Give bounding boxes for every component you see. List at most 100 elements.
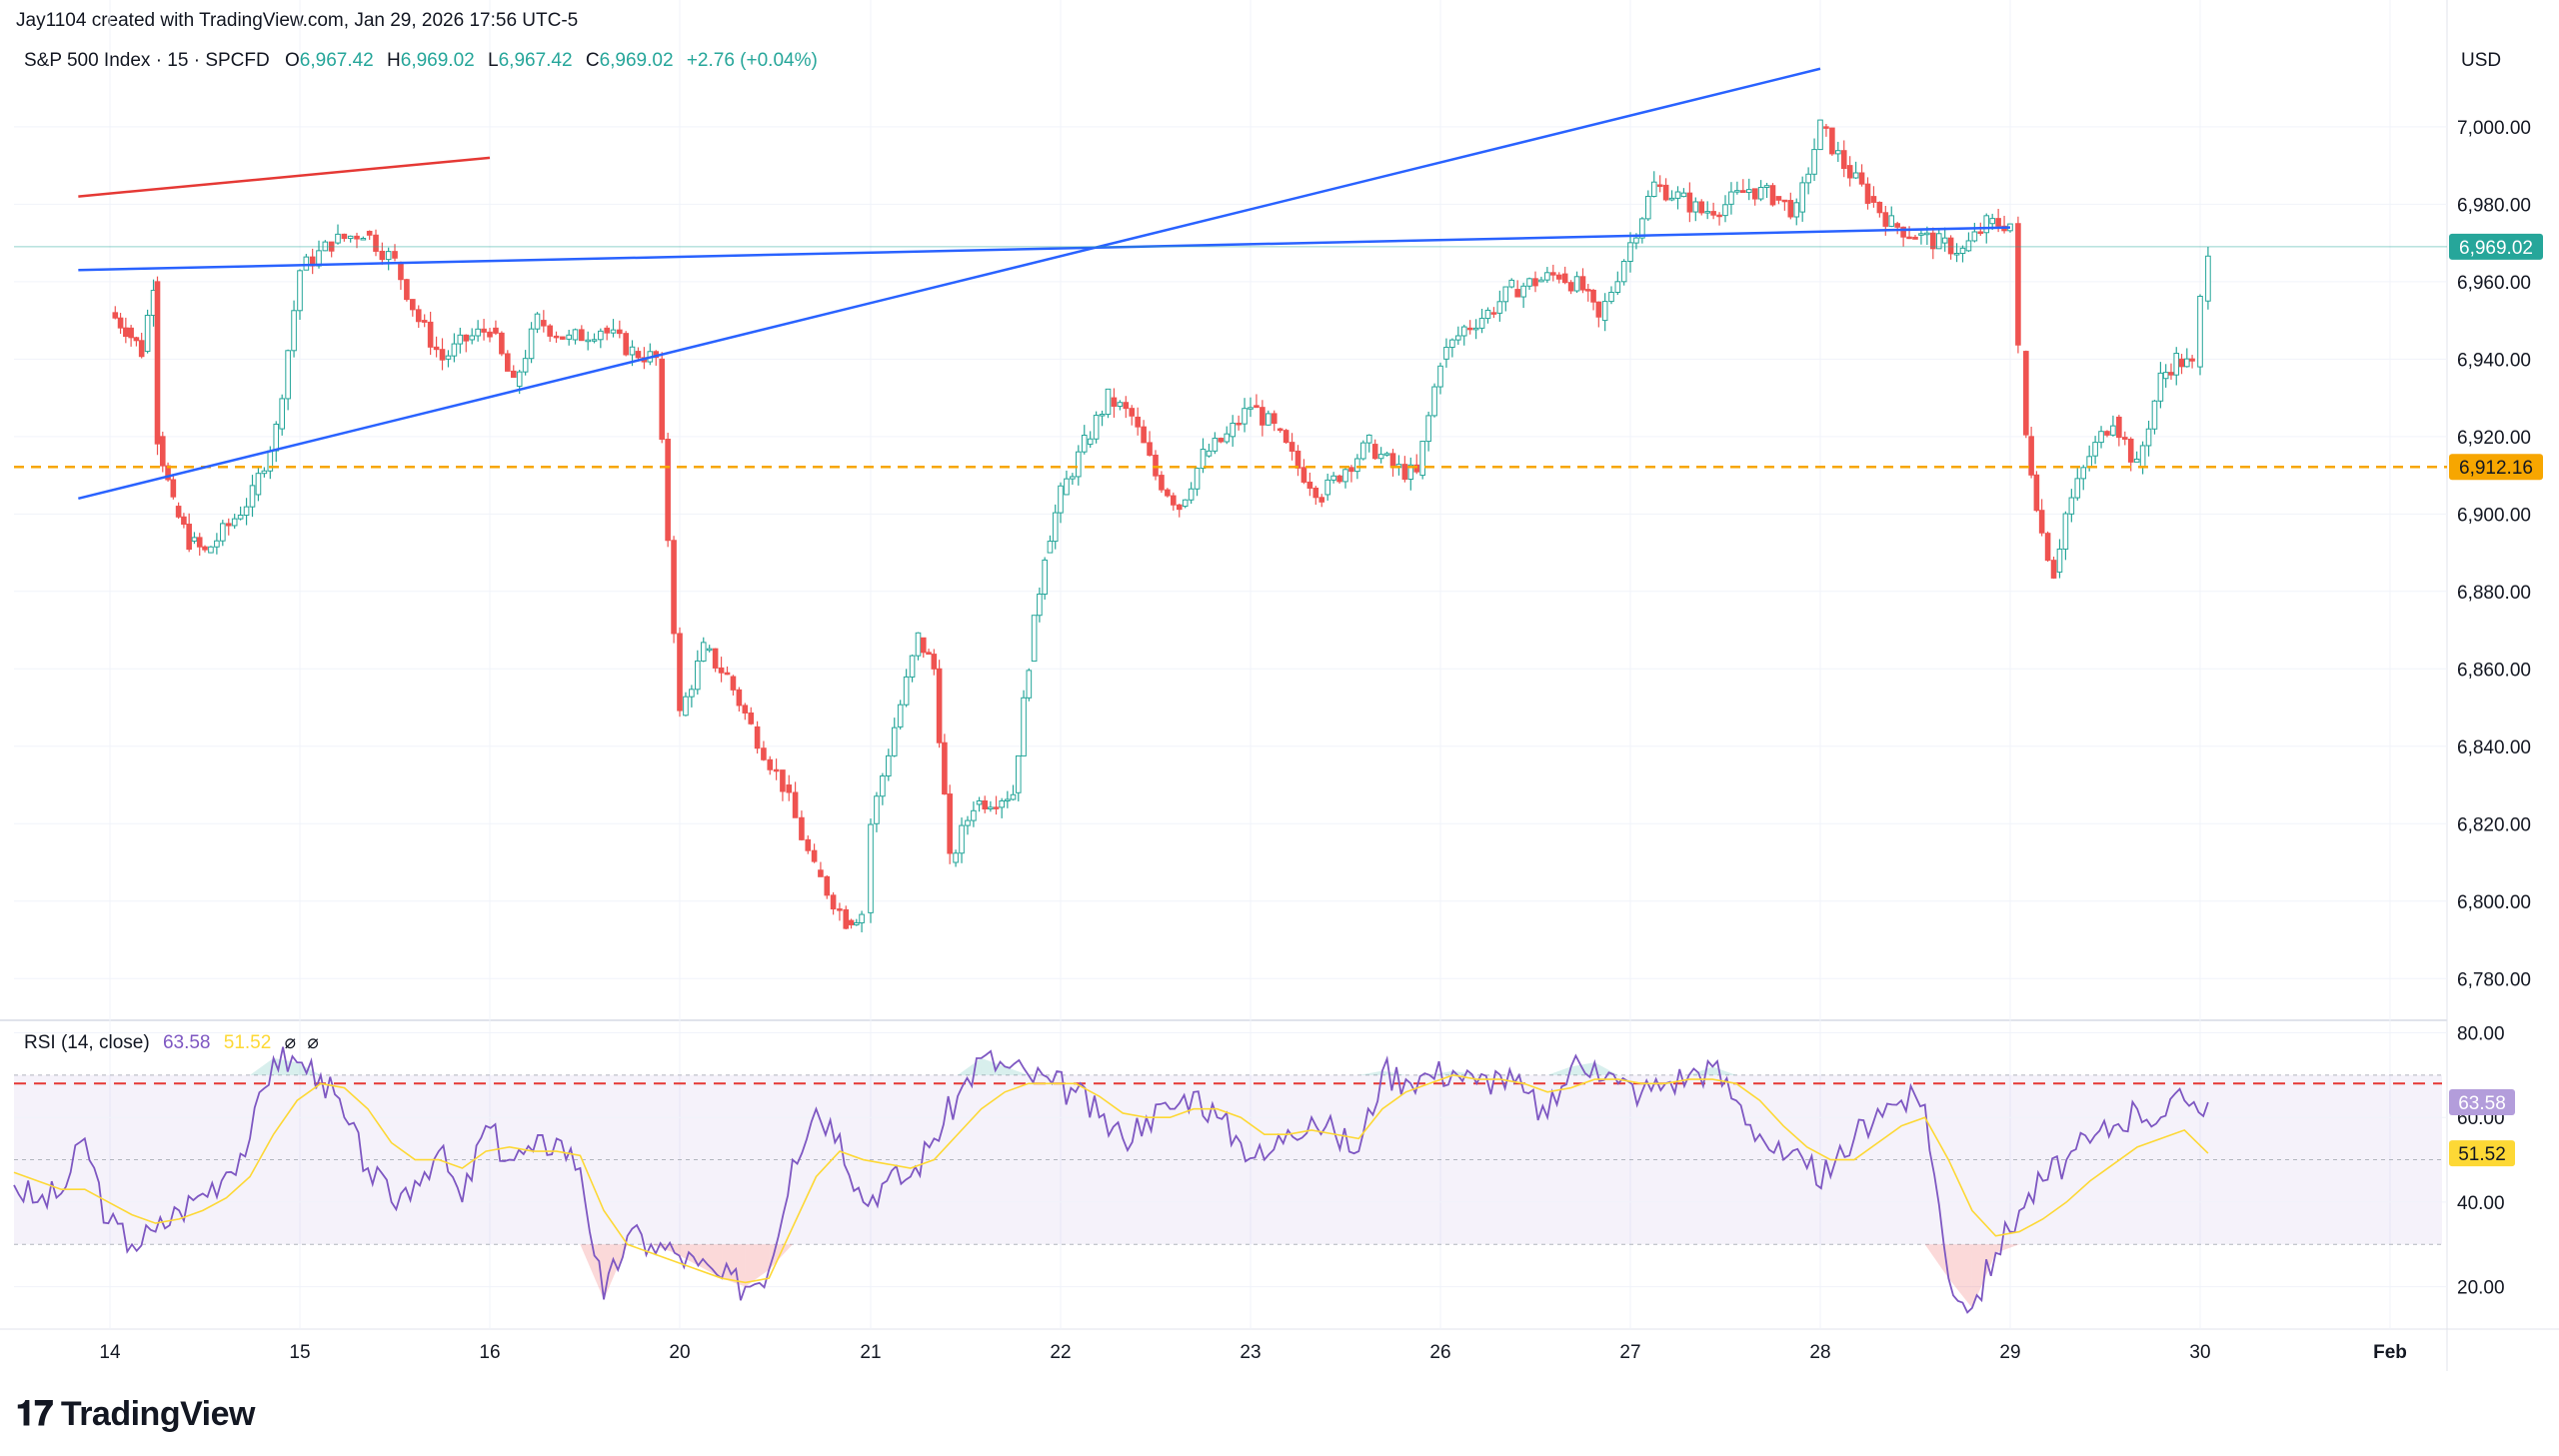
candle-down	[2121, 437, 2128, 440]
candle-down	[1882, 212, 1889, 227]
candle-up	[909, 655, 916, 678]
open-label: O	[285, 50, 300, 71]
candle-up	[700, 642, 707, 662]
candle-up	[1425, 415, 1431, 443]
time-tick-label: 29	[1999, 1342, 2020, 1363]
candle-down	[2116, 416, 2122, 439]
candle-up	[1064, 478, 1070, 496]
candle-up	[1573, 276, 1580, 292]
price-tick-label: 6,920.00	[2457, 428, 2531, 449]
candle-down	[1662, 184, 1669, 201]
candle-down	[1466, 327, 1473, 331]
candle-up	[1188, 488, 1195, 501]
candle-up	[291, 310, 297, 352]
candle-up	[1645, 195, 1651, 220]
candle-down	[1584, 289, 1591, 292]
candle-up	[285, 350, 291, 400]
candle-up	[1757, 186, 1764, 200]
candle-up	[1342, 469, 1348, 483]
candle-up	[953, 852, 959, 863]
candle-up	[534, 313, 541, 330]
candle-up	[1431, 386, 1437, 417]
candle-up	[231, 518, 238, 527]
candle-down	[427, 321, 434, 348]
candle-up	[999, 799, 1005, 808]
candle-down	[341, 233, 348, 240]
close-value: 6,969.02	[599, 50, 674, 71]
candle-down	[1870, 196, 1877, 203]
rsi-overbought-fill	[1594, 1062, 1618, 1075]
candle-up	[1105, 388, 1112, 416]
candle-up	[1924, 232, 1930, 236]
candle-up	[279, 398, 285, 430]
candle-up	[243, 506, 250, 517]
candle-down	[1710, 211, 1716, 216]
candle-down	[761, 747, 767, 760]
candle-up	[522, 358, 529, 373]
candle-up	[706, 648, 713, 652]
rsi-oversold-fill	[1948, 1244, 1972, 1308]
candle-down	[1514, 289, 1520, 298]
rsi-title: RSI (14, close)	[24, 1032, 150, 1053]
rsi-overbought-fill	[981, 1057, 1006, 1075]
candle-up	[208, 546, 214, 554]
candle-down	[1141, 426, 1147, 444]
brand-logo[interactable]: 𝟏𝟕 TradingView	[16, 1395, 255, 1434]
candle-up	[689, 689, 695, 698]
candle-up	[1888, 215, 1895, 227]
open-value: 6,967.42	[299, 50, 374, 71]
price-tick-label: 6,880.00	[2457, 583, 2531, 604]
candle-up	[2197, 295, 2203, 368]
symbol-legend[interactable]: S&P 500 Index · 15 · SPCFD O6,967.42 H6,…	[24, 50, 818, 72]
candle-up	[2139, 445, 2146, 469]
price-tick-label: 6,960.00	[2457, 273, 2531, 294]
candle-down	[1656, 184, 1663, 187]
candle-down	[2038, 510, 2045, 534]
candle-up	[1953, 253, 1960, 256]
candle-down	[1567, 282, 1574, 292]
candle-up	[2162, 372, 2169, 380]
candle-up	[1070, 476, 1076, 480]
candle-up	[360, 238, 367, 241]
candle-down	[1532, 278, 1538, 287]
candle-down	[1413, 464, 1420, 473]
price-tick-label: 6,820.00	[2457, 814, 2531, 835]
candle-down	[186, 524, 192, 551]
candle-up	[1182, 499, 1189, 508]
currency-label[interactable]: USD	[2461, 50, 2502, 71]
candle-down	[505, 353, 511, 372]
candle-up	[1365, 434, 1372, 444]
candle-up	[959, 824, 965, 854]
candle-up	[1544, 272, 1550, 281]
candle-up	[255, 473, 262, 496]
rsi-overbought-fill	[1452, 1070, 1477, 1075]
candle-down	[1282, 430, 1289, 444]
candle-up	[1242, 408, 1248, 425]
candle-up	[1601, 301, 1608, 322]
candle-down	[128, 327, 134, 339]
candle-down	[410, 299, 416, 311]
rsi-legend[interactable]: RSI (14, close) 63.58 51.52 ⌀ ⌀	[24, 1031, 319, 1054]
candle-up	[1248, 407, 1254, 410]
candle-up	[572, 329, 579, 341]
price-tick-label: 6,860.00	[2457, 660, 2531, 681]
candle-down	[1312, 487, 1319, 499]
candle-up	[1360, 442, 1366, 460]
candle-up	[528, 328, 535, 360]
candle-down	[1336, 475, 1342, 483]
candle-down	[773, 768, 780, 772]
candle-down	[2104, 431, 2110, 436]
candle-down	[617, 329, 623, 335]
candle-up	[2062, 513, 2069, 550]
candle-down	[1490, 312, 1497, 315]
candle-up	[610, 329, 617, 334]
time-tick-label: 21	[860, 1342, 881, 1363]
candle-up	[1117, 402, 1124, 408]
candle-down	[843, 908, 850, 929]
candle-down	[635, 351, 642, 359]
candle-down	[433, 346, 440, 351]
blue-trendline-2	[78, 67, 1821, 501]
candle-down	[398, 261, 404, 281]
candle-down	[133, 337, 140, 342]
